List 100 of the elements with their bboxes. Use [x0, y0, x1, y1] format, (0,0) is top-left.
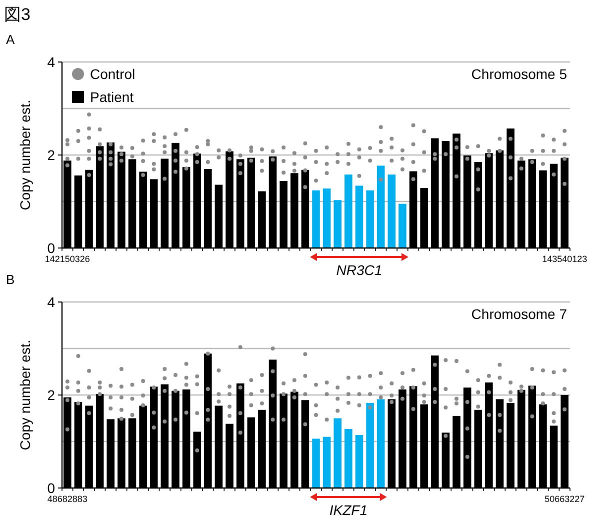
point: [519, 388, 524, 393]
point: [76, 388, 80, 393]
point: [357, 174, 362, 178]
point: [216, 392, 221, 396]
point: [390, 146, 394, 150]
point: [324, 146, 329, 150]
point: [238, 171, 242, 176]
point: [228, 414, 232, 418]
x-tick-label: 48682883: [47, 494, 88, 504]
point: [508, 390, 513, 394]
point: [238, 411, 242, 416]
point: [87, 112, 92, 117]
point: [357, 403, 362, 408]
point: [282, 392, 286, 396]
point: [422, 150, 426, 154]
point: [119, 408, 124, 412]
point: [282, 418, 286, 422]
point: [206, 142, 210, 146]
x-tick-label: 142150326: [44, 254, 90, 264]
point: [270, 393, 275, 398]
point: [195, 382, 200, 386]
point: [238, 386, 242, 390]
bar: [355, 186, 364, 248]
point: [444, 406, 448, 410]
point: [141, 403, 146, 408]
point: [432, 362, 437, 367]
point: [87, 411, 92, 416]
point: [292, 378, 296, 382]
point: [562, 156, 567, 161]
point: [282, 170, 286, 175]
point: [249, 392, 254, 396]
point: [270, 369, 275, 374]
point: [141, 393, 146, 398]
point: [552, 420, 556, 424]
point: [260, 159, 264, 164]
point: [324, 380, 329, 384]
point: [303, 168, 308, 172]
point: [119, 416, 124, 421]
point: [486, 148, 491, 153]
bar: [344, 428, 352, 488]
bar: [388, 174, 396, 248]
point: [540, 368, 545, 372]
point: [498, 428, 502, 433]
point: [324, 171, 329, 176]
point: [336, 152, 340, 156]
point: [249, 378, 254, 382]
point: [390, 136, 394, 141]
point: [260, 168, 264, 173]
point: [228, 384, 232, 389]
point: [141, 152, 146, 156]
point: [540, 162, 545, 166]
point: [184, 376, 188, 380]
point: [454, 401, 459, 406]
point: [552, 411, 556, 416]
point: [184, 158, 188, 163]
point: [422, 393, 426, 398]
point: [303, 155, 308, 160]
point: [65, 386, 70, 390]
point: [357, 155, 362, 160]
point: [282, 159, 286, 164]
chart-subtitle: A: [6, 32, 15, 47]
point: [152, 167, 156, 172]
point: [314, 382, 318, 387]
point: [162, 176, 167, 181]
point: [390, 393, 394, 398]
legend-label: Control: [90, 66, 136, 82]
point: [530, 366, 534, 371]
point: [476, 167, 480, 172]
point: [108, 162, 113, 166]
point: [260, 147, 264, 152]
point: [314, 160, 318, 164]
point: [195, 411, 200, 416]
point: [411, 142, 416, 146]
point: [119, 384, 124, 389]
bar: [322, 436, 331, 488]
point: [228, 392, 232, 396]
point: [152, 139, 156, 144]
text: NR3C1: [336, 262, 382, 278]
y-axis-title: Copy number est.: [17, 340, 33, 450]
point: [378, 371, 383, 376]
point: [76, 354, 80, 358]
point: [422, 381, 426, 386]
point: [87, 172, 92, 177]
point: [486, 153, 491, 158]
point: [98, 142, 102, 146]
point: [184, 382, 188, 387]
y-tick-label: 4: [47, 294, 56, 310]
point: [314, 403, 318, 408]
point: [216, 368, 221, 372]
point: [400, 148, 404, 152]
point: [454, 138, 459, 142]
bar: [366, 402, 374, 488]
point: [98, 380, 102, 384]
point: [422, 168, 426, 173]
y-tick-label: 0: [47, 240, 56, 256]
point: [498, 148, 502, 153]
point: [195, 152, 200, 156]
x-tick-label: 143540123: [542, 254, 588, 264]
point: [465, 454, 470, 459]
bar: [355, 434, 364, 488]
